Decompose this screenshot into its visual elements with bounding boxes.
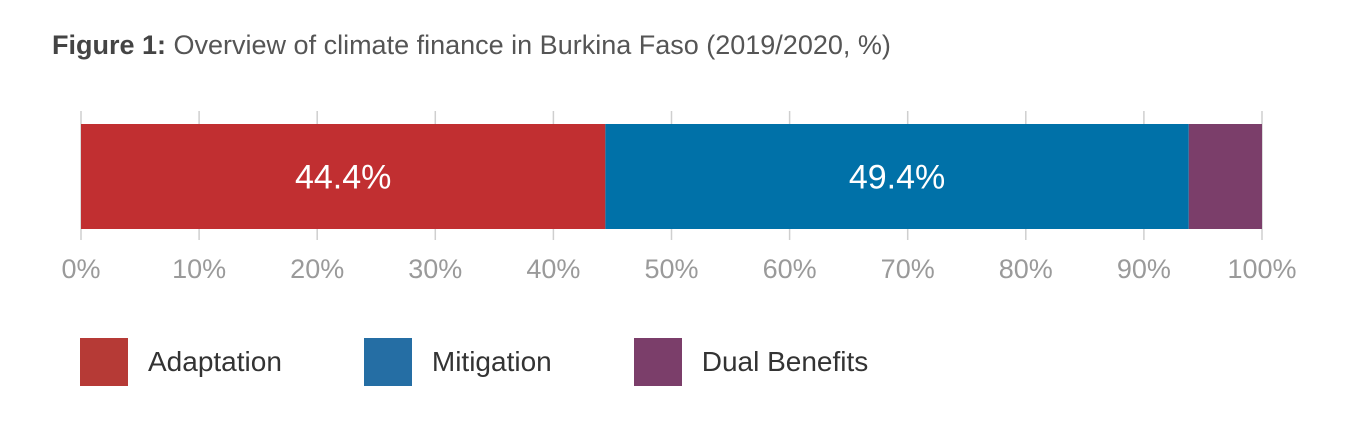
x-tick-label-30: 30% — [408, 254, 462, 284]
x-tick-label-40: 40% — [526, 254, 580, 284]
legend-label-adaptation: Adaptation — [148, 346, 282, 377]
data-labels: 44.4% 49.4% — [295, 159, 945, 197]
x-tick-label-100: 100% — [1227, 254, 1296, 284]
x-tick-label-60: 60% — [763, 254, 817, 284]
x-tick-label-10: 10% — [172, 254, 226, 284]
x-tick-label-0: 0% — [61, 254, 100, 284]
x-tick-label-20: 20% — [290, 254, 344, 284]
x-tick-label-50: 50% — [644, 254, 698, 284]
legend-swatch-adaptation — [80, 338, 128, 386]
bar-segment-mitigation — [605, 124, 1189, 229]
data-label-adaptation: 44.4% — [295, 159, 391, 197]
legend-swatch-mitigation — [363, 338, 412, 386]
legend-label-dual-benefits: Dual Benefits — [701, 346, 869, 377]
legend: Adaptation Mitigation Dual Benefits — [80, 338, 950, 386]
x-tick-label-80: 80% — [999, 254, 1053, 284]
x-tick-label-90: 90% — [1117, 254, 1171, 284]
legend-item-mitigation: Mitigation — [363, 338, 552, 386]
legend-item-dual-benefits: Dual Benefits — [633, 338, 869, 386]
bar-segments — [81, 124, 1262, 229]
legend-item-adaptation: Adaptation — [80, 338, 282, 386]
legend-swatch-dual-benefits — [633, 338, 682, 386]
bar-segment-dual-benefits — [1188, 124, 1262, 229]
figure-title-text: Overview of climate finance in Burkina F… — [173, 30, 891, 60]
legend-label-mitigation: Mitigation — [431, 346, 552, 377]
x-tick-label-70: 70% — [881, 254, 935, 284]
figure-label: Figure 1: — [52, 30, 167, 60]
figure-title: Figure 1: Overview of climate finance in… — [52, 30, 891, 61]
data-label-mitigation: 49.4% — [849, 159, 945, 197]
bar-segment-adaptation — [81, 124, 606, 229]
x-axis-ticks: 0% 10% 20% 30% 40% 50% 60% 70% 80% 90% 100% — [61, 254, 1296, 284]
